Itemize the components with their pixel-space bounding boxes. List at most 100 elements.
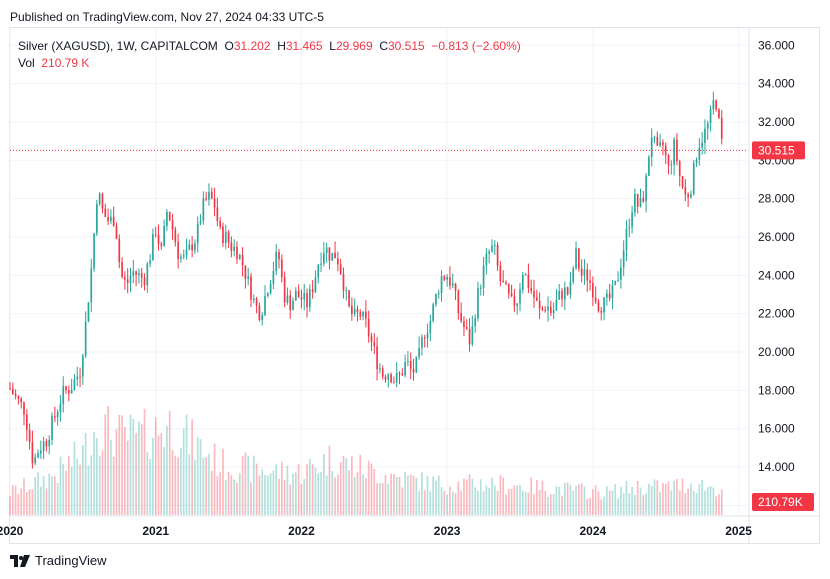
candle-body <box>667 155 670 166</box>
candle-body <box>269 283 272 294</box>
volume-bar <box>224 479 227 515</box>
volume-bars <box>9 406 723 515</box>
volume-bar <box>20 488 23 515</box>
volume-bar <box>650 485 653 515</box>
volume-bar <box>648 483 650 515</box>
volume-bar <box>115 429 118 515</box>
candle-body <box>25 414 28 430</box>
candle-body <box>407 361 409 363</box>
volume-bar <box>387 483 390 515</box>
volume-bar <box>233 479 236 515</box>
candle-body <box>140 273 143 278</box>
candle-body <box>493 244 496 246</box>
candle-body <box>227 231 230 243</box>
candle-body <box>129 275 132 284</box>
candle-body <box>620 267 622 280</box>
volume-bar <box>597 491 600 515</box>
volume-bar <box>314 467 317 515</box>
candle-body <box>549 306 552 314</box>
volume-bar <box>213 443 216 515</box>
volume-bar <box>718 494 720 515</box>
volume-bar <box>393 473 395 515</box>
candle-body <box>104 208 107 218</box>
candle-body <box>468 328 471 345</box>
volume-bar <box>485 485 488 515</box>
candle-body <box>261 315 264 321</box>
volume-bar <box>639 487 642 515</box>
x-tick-label: 2022 <box>288 524 315 538</box>
candle-body <box>516 303 519 306</box>
volume-bar <box>180 447 182 515</box>
candle-body <box>496 244 499 266</box>
volume-bar <box>642 495 645 515</box>
volume-bar <box>236 482 238 515</box>
volume-bar <box>359 454 362 515</box>
candle-body <box>11 388 14 395</box>
candle-body <box>300 297 303 300</box>
volume-bar <box>283 479 286 515</box>
volume-bar <box>530 477 533 515</box>
candle-body <box>678 161 681 177</box>
volume-bar <box>460 490 462 515</box>
volume-bar <box>126 440 129 515</box>
price-axis[interactable]: 36.00034.00032.00030.00028.00026.00024.0… <box>10 28 819 543</box>
volume-bar <box>328 445 331 515</box>
volume-bar <box>53 476 56 515</box>
candle-body <box>93 233 95 269</box>
candle-body <box>690 194 692 198</box>
candle-body <box>42 441 45 451</box>
candle-body <box>465 327 468 329</box>
candle-body <box>138 273 140 275</box>
volume-bar <box>39 486 42 515</box>
volume-bar <box>98 455 101 515</box>
volume-bar <box>286 465 289 515</box>
candle-body <box>437 293 440 295</box>
candle-body <box>561 290 563 300</box>
volume-bar <box>704 490 706 515</box>
candle-body <box>521 274 524 290</box>
candle-body <box>202 198 205 221</box>
legend-volume-label[interactable]: Vol <box>18 56 35 70</box>
candle-body <box>600 310 603 313</box>
candle-body <box>196 223 199 244</box>
volume-bar <box>603 496 605 515</box>
candle-body <box>149 260 151 264</box>
volume-bar <box>555 486 558 515</box>
volume-bar <box>535 479 538 515</box>
legend-close-value: 30.515 <box>387 39 425 53</box>
volume-bar <box>563 482 566 515</box>
volume-bar <box>149 459 151 515</box>
volume-bar <box>87 465 90 515</box>
legend-low-value: 29.969 <box>335 39 373 53</box>
volume-bar <box>300 484 303 515</box>
volume-bar <box>42 475 45 515</box>
volume-bar <box>608 490 611 515</box>
candle-body <box>488 251 491 254</box>
volume-bar <box>589 497 591 515</box>
legend-symbol[interactable]: Silver (XAGUSD), 1W, CAPITALCOM <box>18 39 218 53</box>
volume-bar <box>76 458 79 515</box>
candle-body <box>339 264 342 274</box>
candle-body <box>412 368 415 373</box>
candle-body <box>370 336 373 342</box>
candle-body <box>457 290 460 314</box>
volume-bar <box>17 493 20 515</box>
volume-bar <box>412 475 415 515</box>
candle-body <box>376 346 378 370</box>
candle-body <box>337 258 339 265</box>
tradingview-brand[interactable]: TradingView <box>10 553 107 568</box>
grid-lines <box>9 28 748 515</box>
y-tick-label: 24.000 <box>758 268 795 282</box>
volume-bar <box>401 487 404 515</box>
candle-body <box>505 282 507 284</box>
candle-body <box>230 242 233 251</box>
candle-body <box>219 221 222 227</box>
volume-bar <box>210 470 213 515</box>
candle-body <box>283 277 286 303</box>
volume-bar <box>429 491 432 515</box>
volume-bar <box>421 472 423 515</box>
volume-bar <box>294 472 297 515</box>
